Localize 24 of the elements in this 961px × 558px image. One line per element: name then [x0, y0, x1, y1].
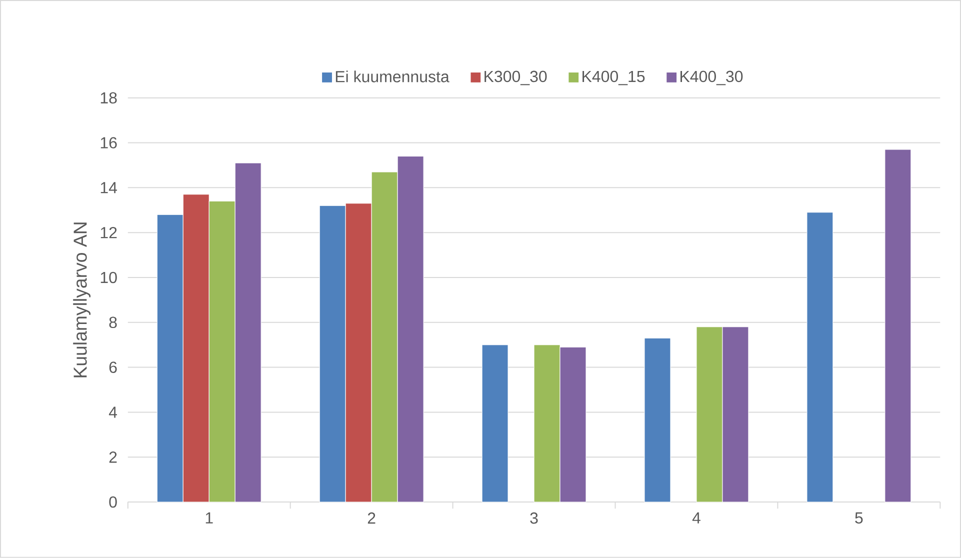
bar — [482, 344, 508, 502]
y-axis-title: Kuulamyllyarvo AN — [73, 222, 91, 378]
y-tick-label: 0 — [109, 496, 117, 508]
bar — [884, 149, 912, 502]
x-tick-label: 3 — [530, 512, 538, 524]
y-tick-label: 8 — [109, 316, 117, 328]
y-tick-label: 2 — [109, 452, 117, 463]
legend-label: K400_30 — [680, 70, 743, 86]
y-tick-label: 6 — [109, 362, 117, 374]
y-tick-label: 10 — [100, 272, 117, 284]
bar — [806, 212, 834, 502]
y-tick-label: 14 — [100, 182, 117, 194]
y-tick-label: 12 — [100, 227, 117, 238]
legend-label: K300_30 — [484, 70, 547, 86]
y-tick-label: 16 — [100, 137, 117, 148]
bar — [644, 338, 671, 502]
y-tick-label: 18 — [100, 92, 117, 104]
x-tick-label: 1 — [206, 512, 213, 524]
x-tick-label: 5 — [855, 512, 863, 524]
x-tick-label: 4 — [692, 512, 700, 524]
legend-label: K400_15 — [582, 70, 645, 86]
x-tick-label: 2 — [368, 512, 376, 524]
y-tick-label: 4 — [108, 406, 118, 418]
legend-label: Ei kuumennusta — [336, 70, 450, 82]
